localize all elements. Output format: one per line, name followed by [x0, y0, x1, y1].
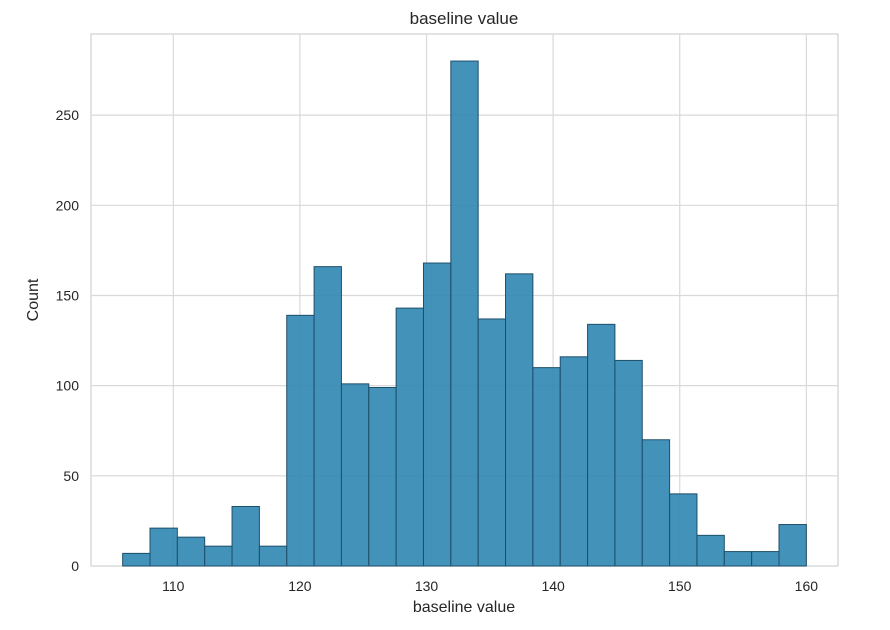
histogram-bar: [368, 386, 397, 567]
x-axis-label: baseline value: [413, 599, 515, 616]
x-tick-labels: 110 120 130 140 150 160: [162, 578, 818, 594]
histogram-bar: [587, 323, 616, 567]
y-axis-label: Count: [25, 278, 42, 321]
histogram-bar: [395, 307, 424, 567]
x-tick-label: 160: [795, 578, 819, 594]
histogram-bar: [450, 60, 479, 567]
y-tick-label: 50: [63, 468, 79, 484]
y-tick-label: 250: [56, 107, 80, 123]
histogram-bar: [614, 359, 643, 567]
x-tick-label: 140: [541, 578, 565, 594]
histogram-bar: [176, 536, 206, 567]
histogram-bar: [231, 505, 260, 567]
x-tick-label: 150: [668, 578, 692, 594]
histogram-bar: [286, 314, 315, 567]
histogram-bars: [122, 60, 807, 567]
histogram-bar: [696, 534, 725, 567]
y-tick-label: 100: [56, 378, 80, 394]
histogram-bar: [313, 266, 342, 567]
x-tick-label: 120: [288, 578, 312, 594]
histogram-bar: [723, 551, 753, 567]
histogram-bar: [669, 493, 698, 567]
histogram-bar: [559, 356, 589, 567]
y-tick-labels: 0 50 100 150 200 250: [56, 107, 80, 574]
y-tick-label: 0: [71, 558, 79, 574]
x-tick-label: 110: [162, 578, 185, 594]
histogram-bar: [751, 551, 780, 567]
histogram-bar: [778, 524, 807, 567]
y-tick-label: 150: [56, 287, 80, 303]
histogram-bar: [532, 367, 561, 567]
histogram-bar: [340, 383, 370, 567]
histogram-bar: [149, 527, 178, 567]
histogram-bar: [422, 262, 452, 567]
histogram-bar: [641, 439, 671, 567]
histogram-bar: [258, 545, 288, 567]
histogram-bar: [505, 273, 534, 567]
histogram-bar: [122, 552, 151, 567]
histogram-bar: [204, 545, 233, 567]
chart-title: baseline value: [410, 9, 519, 28]
x-tick-label: 130: [415, 578, 439, 594]
y-tick-label: 200: [56, 197, 80, 213]
histogram-bar: [477, 318, 507, 567]
